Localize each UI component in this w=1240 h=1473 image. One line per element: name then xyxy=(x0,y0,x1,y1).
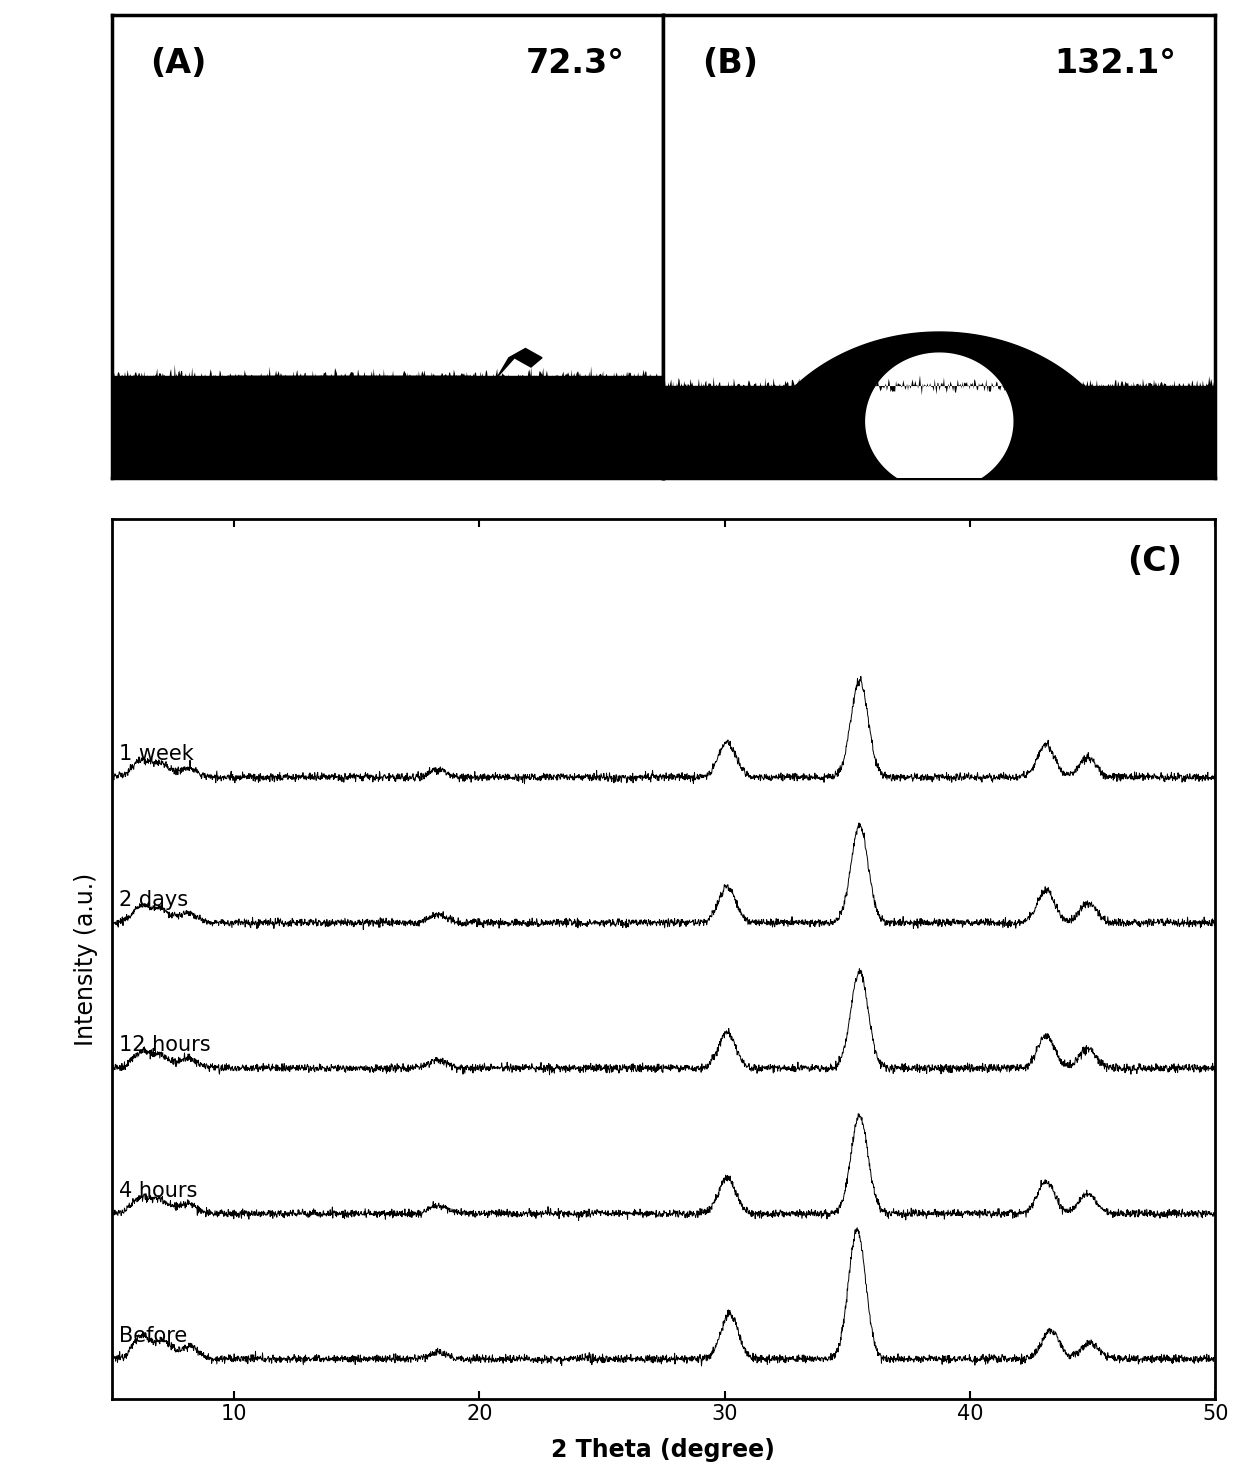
Y-axis label: Intensity (a.u.): Intensity (a.u.) xyxy=(73,872,98,1046)
X-axis label: 2 Theta (degree): 2 Theta (degree) xyxy=(552,1438,775,1463)
Text: 12 hours: 12 hours xyxy=(119,1036,211,1055)
Text: 2 days: 2 days xyxy=(119,890,188,910)
Text: (A): (A) xyxy=(150,47,207,80)
Polygon shape xyxy=(498,349,542,376)
Text: (B): (B) xyxy=(702,47,758,80)
Text: 72.3°: 72.3° xyxy=(526,47,625,80)
Text: 132.1°: 132.1° xyxy=(1055,47,1177,80)
Polygon shape xyxy=(227,376,470,451)
Polygon shape xyxy=(866,354,1013,489)
Text: Before: Before xyxy=(119,1326,187,1346)
Text: 4 hours: 4 hours xyxy=(119,1180,197,1200)
Text: 1 week: 1 week xyxy=(119,744,193,764)
Polygon shape xyxy=(796,331,1083,386)
Text: (C): (C) xyxy=(1127,545,1182,577)
